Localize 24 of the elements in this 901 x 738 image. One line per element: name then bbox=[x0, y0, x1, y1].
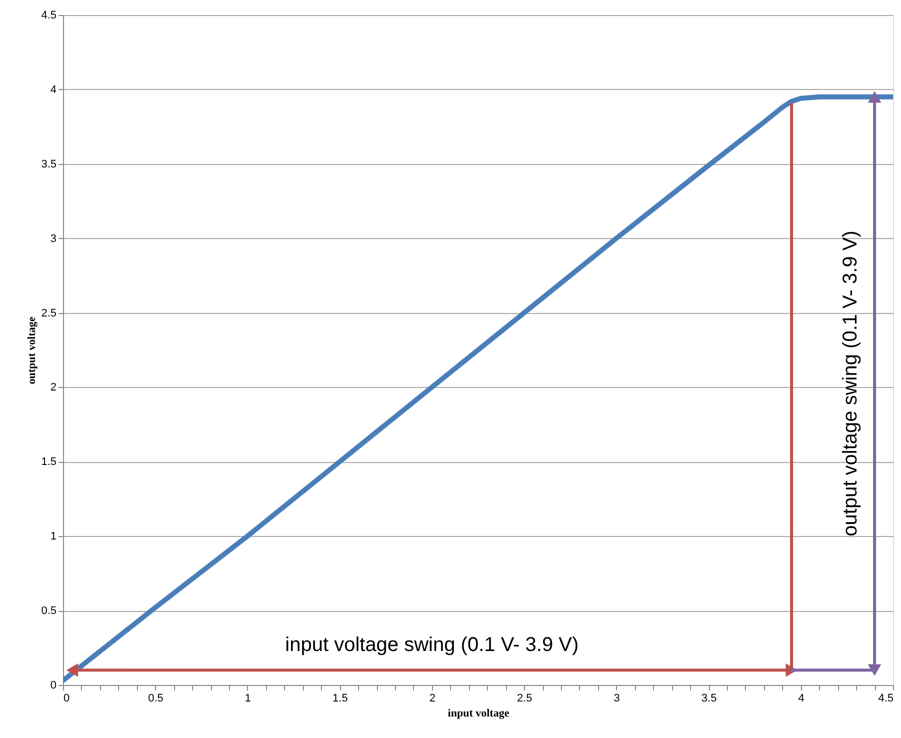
x-axis-title: input voltage bbox=[448, 708, 510, 720]
x-tick-label: 0.5 bbox=[148, 692, 164, 704]
x-tick-label: 4 bbox=[798, 692, 804, 704]
y-tick-label: 3.5 bbox=[41, 158, 56, 170]
x-tick-label: 2 bbox=[429, 692, 436, 704]
x-tick-label: 4.5 bbox=[878, 692, 894, 704]
annotation: input voltage swing (0.1 V- 3.9 V) bbox=[285, 634, 579, 656]
y-tick-label: 4 bbox=[50, 84, 56, 96]
y-tick-label: 4.5 bbox=[41, 10, 56, 22]
x-tick-label: 1 bbox=[244, 692, 252, 704]
x-tick-label: 3.5 bbox=[701, 692, 717, 704]
annotation: output voltage swing (0.1 V- 3.9 V) bbox=[840, 230, 862, 536]
y-tick-label: 1.5 bbox=[41, 456, 56, 468]
y-tick-label: 0.5 bbox=[41, 605, 56, 618]
y-tick-label: 1 bbox=[50, 530, 56, 543]
x-tick-label: 0 bbox=[64, 692, 70, 704]
y-tick-label: 0 bbox=[50, 680, 56, 692]
y-tick-label: 3 bbox=[50, 232, 56, 245]
y-tick-label: 2.5 bbox=[41, 307, 56, 320]
y-tick-label: 2 bbox=[50, 382, 56, 394]
x-tick-label: 2.5 bbox=[516, 692, 532, 704]
x-tick-label: 3 bbox=[614, 692, 620, 704]
x-tick-label: 1.5 bbox=[332, 692, 348, 704]
y-axis-title: output voltage bbox=[26, 316, 38, 384]
